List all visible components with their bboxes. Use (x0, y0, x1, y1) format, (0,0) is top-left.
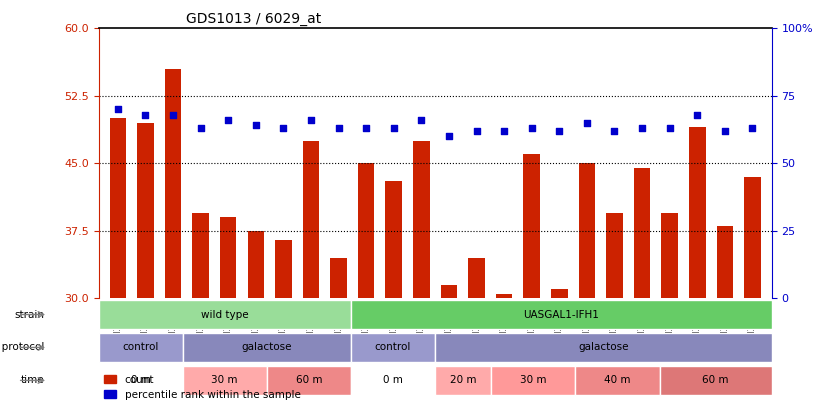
Text: 30 m: 30 m (520, 375, 547, 386)
Point (635, 125, 649, 131)
Bar (358, 163, 374, 298)
Bar (165, 69, 181, 298)
Bar (689, 127, 705, 298)
Point (332, 125, 345, 131)
Bar (137, 123, 154, 298)
Text: galactose: galactose (241, 343, 292, 352)
Point (470, 128, 483, 134)
Point (250, 122, 263, 129)
Point (745, 125, 759, 131)
Bar (275, 240, 291, 298)
Point (277, 125, 290, 131)
Text: strain: strain (15, 309, 44, 320)
Point (194, 125, 207, 131)
Point (167, 111, 180, 118)
Bar (192, 213, 209, 298)
Point (388, 125, 401, 131)
Text: 60 m: 60 m (703, 375, 729, 386)
Bar (386, 181, 402, 298)
Bar (496, 294, 512, 298)
Text: 20 m: 20 m (450, 375, 476, 386)
Point (498, 128, 511, 134)
Point (360, 125, 373, 131)
Point (553, 128, 566, 134)
Bar (606, 213, 623, 298)
FancyBboxPatch shape (99, 300, 351, 329)
Bar (468, 258, 484, 298)
Text: 0 m: 0 m (131, 375, 150, 386)
Bar (744, 177, 761, 298)
Point (305, 117, 318, 123)
FancyBboxPatch shape (182, 366, 267, 395)
Bar (413, 141, 429, 298)
Text: 60 m: 60 m (296, 375, 322, 386)
Bar (551, 289, 567, 298)
Point (525, 125, 539, 131)
Point (415, 117, 428, 123)
Bar (247, 230, 264, 298)
Point (222, 117, 235, 123)
Bar (662, 213, 678, 298)
FancyBboxPatch shape (576, 366, 659, 395)
FancyBboxPatch shape (435, 366, 491, 395)
Text: control: control (375, 343, 411, 352)
Point (139, 111, 152, 118)
Text: time: time (21, 375, 44, 386)
Point (718, 128, 732, 134)
Bar (109, 118, 126, 298)
Legend: count, percentile rank within the sample: count, percentile rank within the sample (103, 375, 300, 400)
Text: UASGAL1-IFH1: UASGAL1-IFH1 (524, 309, 599, 320)
Point (690, 111, 704, 118)
FancyBboxPatch shape (351, 333, 435, 362)
FancyBboxPatch shape (435, 333, 772, 362)
Point (608, 128, 621, 134)
Text: growth protocol: growth protocol (0, 343, 44, 352)
FancyBboxPatch shape (491, 366, 576, 395)
Point (112, 106, 125, 113)
Bar (330, 258, 346, 298)
FancyBboxPatch shape (182, 333, 351, 362)
Text: 40 m: 40 m (604, 375, 631, 386)
Text: GDS1013 / 6029_at: GDS1013 / 6029_at (186, 12, 321, 26)
Bar (579, 163, 595, 298)
Text: wild type: wild type (201, 309, 249, 320)
FancyBboxPatch shape (99, 366, 182, 395)
Point (663, 125, 677, 131)
Bar (717, 226, 733, 298)
Text: 30 m: 30 m (212, 375, 238, 386)
FancyBboxPatch shape (267, 366, 351, 395)
FancyBboxPatch shape (351, 300, 772, 329)
FancyBboxPatch shape (99, 333, 182, 362)
FancyBboxPatch shape (659, 366, 772, 395)
Bar (303, 141, 319, 298)
Bar (220, 217, 236, 298)
FancyBboxPatch shape (351, 366, 435, 395)
Bar (524, 154, 540, 298)
Point (443, 133, 456, 139)
Text: galactose: galactose (578, 343, 629, 352)
Bar (634, 168, 650, 298)
Text: control: control (122, 343, 158, 352)
Point (580, 119, 594, 126)
Text: 0 m: 0 m (383, 375, 403, 386)
Bar (441, 285, 457, 298)
